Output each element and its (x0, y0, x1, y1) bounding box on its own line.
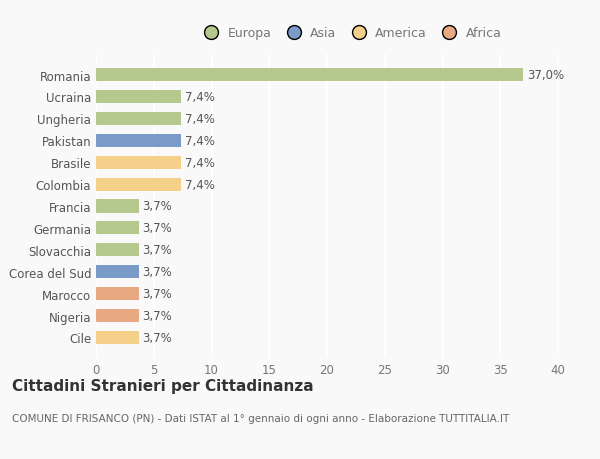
Bar (96, 266, 139, 279)
Text: 3,7%: 3,7% (142, 200, 172, 213)
Bar (96, 287, 139, 301)
Text: COMUNE DI FRISANCO (PN) - Dati ISTAT al 1° gennaio di ogni anno - Elaborazione T: COMUNE DI FRISANCO (PN) - Dati ISTAT al … (12, 413, 509, 423)
Bar (96, 309, 139, 322)
Text: 7,4%: 7,4% (185, 134, 215, 147)
Text: 3,7%: 3,7% (142, 287, 172, 301)
Bar (96, 331, 139, 344)
Text: 3,7%: 3,7% (142, 266, 172, 279)
Bar (96, 91, 181, 104)
Text: 3,7%: 3,7% (142, 244, 172, 257)
Text: 7,4%: 7,4% (185, 91, 215, 104)
Bar (96, 178, 181, 191)
Bar (96, 222, 139, 235)
Text: 3,7%: 3,7% (142, 331, 172, 344)
Bar (96, 69, 523, 82)
Text: Cittadini Stranieri per Cittadinanza: Cittadini Stranieri per Cittadinanza (12, 379, 314, 394)
Text: 3,7%: 3,7% (142, 222, 172, 235)
Text: 37,0%: 37,0% (527, 69, 564, 82)
Legend: Europa, Asia, America, Africa: Europa, Asia, America, Africa (194, 22, 506, 45)
Text: 7,4%: 7,4% (185, 157, 215, 169)
Text: 3,7%: 3,7% (142, 309, 172, 322)
Bar (96, 200, 139, 213)
Text: 7,4%: 7,4% (185, 178, 215, 191)
Bar (96, 134, 181, 147)
Bar (96, 112, 181, 126)
Text: 7,4%: 7,4% (185, 112, 215, 126)
Bar (96, 156, 181, 169)
Bar (96, 244, 139, 257)
